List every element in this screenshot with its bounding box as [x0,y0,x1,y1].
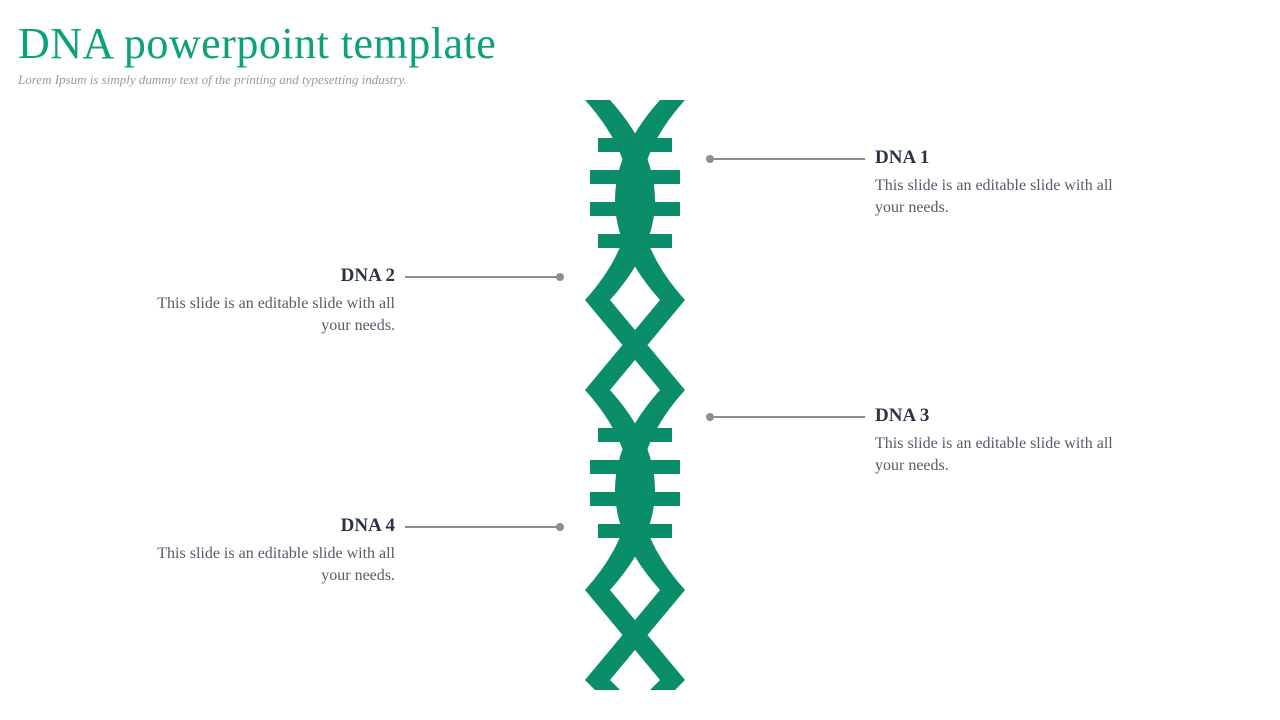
callout-title: DNA 1 [875,147,1115,169]
callout-title: DNA 2 [155,265,395,287]
connector-dot-icon [706,155,714,163]
connector-dot-icon [556,273,564,281]
callout-desc: This slide is an editable slide with all… [155,293,395,336]
slide-title: DNA powerpoint template [18,18,496,69]
callout-dna2: DNA 2 This slide is an editable slide wi… [155,265,395,336]
connector-dot-icon [556,523,564,531]
connector-dna3 [710,416,865,418]
connector-dna4 [405,526,560,528]
callout-title: DNA 4 [155,515,395,537]
connector-dot-icon [706,413,714,421]
callout-dna3: DNA 3 This slide is an editable slide wi… [875,405,1115,476]
callout-desc: This slide is an editable slide with all… [875,175,1115,218]
connector-dna1 [710,158,865,160]
connector-dna2 [405,276,560,278]
dna-helix-icon [550,100,720,690]
callout-desc: This slide is an editable slide with all… [875,433,1115,476]
callout-title: DNA 3 [875,405,1115,427]
slide-subtitle: Lorem Ipsum is simply dummy text of the … [18,72,407,88]
callout-dna1: DNA 1 This slide is an editable slide wi… [875,147,1115,218]
callout-dna4: DNA 4 This slide is an editable slide wi… [155,515,395,586]
callout-desc: This slide is an editable slide with all… [155,543,395,586]
